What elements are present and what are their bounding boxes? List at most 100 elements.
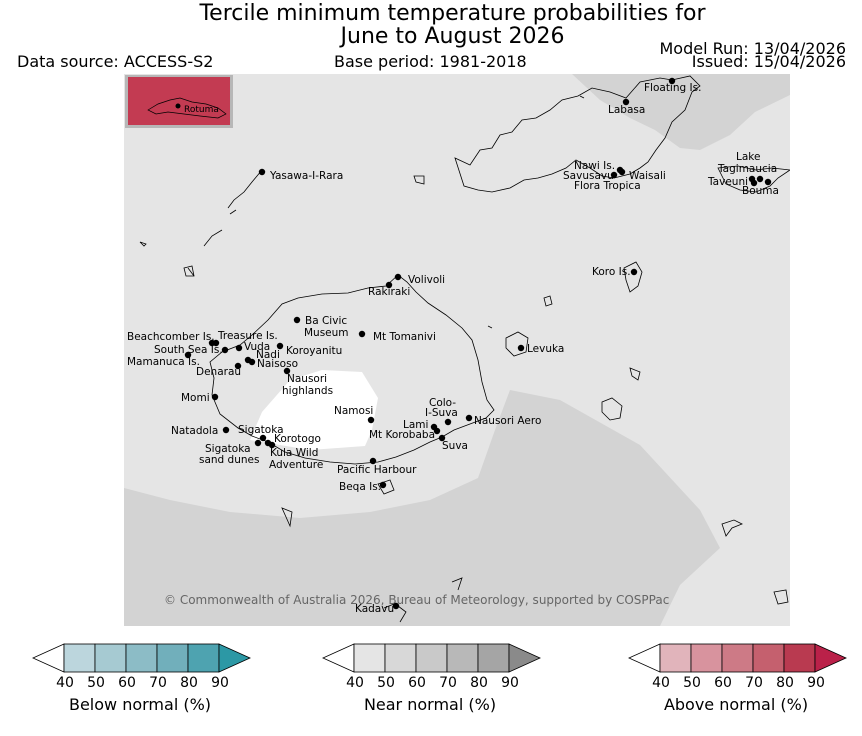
station-marker [259,169,265,175]
near-normal-colorbar: Near normal (%) 40 50 60 70 80 90 [322,643,542,723]
inset-station-label: Rotuma [184,105,219,115]
near-normal-label: Near normal (%) [322,696,538,714]
colorbar-tick-label: 80 [776,675,794,691]
colorbar-tick-label: 50 [87,675,105,691]
place-label: Volivoli [408,274,445,286]
place-label: Bouma [742,185,779,197]
place-label: Momi [181,392,210,404]
near-normal-scale [322,643,542,677]
colorbar-bin [385,644,416,672]
place-label: Kula Wild [270,447,318,459]
colorbar-tick-label: 70 [745,675,763,691]
place-label: Beachcomber Is. [127,331,215,343]
colorbar-bin [64,644,95,672]
place-label: Flora Tropica [574,180,641,192]
copyright-notice: © Commonwealth of Australia 2026, Bureau… [164,593,669,607]
place-label: sand dunes [199,454,259,466]
station-marker [631,269,637,275]
station-marker [265,440,271,446]
colorbar-lower-extension [323,644,354,672]
colorbar-bin [188,644,219,672]
colorbar-bin [157,644,188,672]
colorbar-bin [447,644,478,672]
place-label: Mt Tomanivi [373,331,436,343]
place-label: Suva [442,440,468,452]
station-marker [466,415,472,421]
colorbar-tick-label: 80 [470,675,488,691]
place-label: Nausori [287,373,327,385]
place-label: Beqa Is. [339,481,381,493]
colorbar-lower-extension [629,644,660,672]
colorbar-upper-extension [815,644,846,672]
probability-map: © Commonwealth of Australia 2026, Bureau… [0,0,862,640]
colorbar-bin [354,644,385,672]
place-label: Adventure [269,459,323,471]
inset-station-marker [176,104,181,109]
colorbar-bin [95,644,126,672]
place-label: Namosi [334,405,373,417]
station-marker [619,169,625,175]
colorbar-tick-label: 90 [501,675,519,691]
place-label: Mt Korobaba [369,429,435,441]
place-label: Ba Civic [305,315,347,327]
place-label: Koroyanitu [286,345,342,357]
colorbar-tick-label: 90 [807,675,825,691]
colorbar-tick-label: 80 [180,675,198,691]
place-label: Mamanuca Is. [127,356,200,368]
colorbar-tick-label: 70 [149,675,167,691]
above-normal-scale [628,643,848,677]
place-label: Lake [736,151,760,163]
place-label: Denarau [196,366,241,378]
place-label: Rakiraki [368,286,410,298]
place-label: Koro Is. [592,266,631,278]
place-label: highlands [282,385,333,397]
station-marker [255,440,261,446]
above-normal-label: Above normal (%) [628,696,844,714]
place-label: Tagimaucia [717,163,777,175]
station-marker [518,345,524,351]
station-marker [222,347,228,353]
colorbar-tick-label: 50 [377,675,395,691]
colorbar-upper-extension [509,644,540,672]
colorbar-bin [660,644,691,672]
place-label: Pacific Harbour [337,464,417,476]
colorbar-bin [478,644,509,672]
station-marker [212,394,218,400]
colorbar-tick-label: 40 [346,675,364,691]
station-marker [223,427,229,433]
colorbar-upper-extension [219,644,250,672]
place-label: Yasawa-I-Rara [269,170,343,182]
colorbar-bin [691,644,722,672]
place-label: Naisoso [257,358,298,370]
colorbar-tick-label: 90 [211,675,229,691]
place-label: Korotogo [274,433,321,445]
colorbar-bin [784,644,815,672]
place-label: Floating Is. [644,82,701,94]
rotuma-inset: Rotuma [125,75,233,128]
place-label: Kadavu [355,603,394,615]
colorbar-bin [722,644,753,672]
station-marker [359,331,365,337]
station-marker [368,417,374,423]
above-normal-colorbar: Above normal (%) 40 50 60 70 80 90 [628,643,848,723]
place-label: Levuka [527,343,564,355]
colorbar-tick-label: 40 [56,675,74,691]
place-label: I-Suva [425,407,458,419]
station-marker [294,317,300,323]
colorbar-tick-label: 40 [652,675,670,691]
place-label: Nausori Aero [474,415,541,427]
station-marker [757,176,763,182]
place-label: Labasa [608,104,645,116]
colorbar-tick-label: 60 [714,675,732,691]
colorbar-tick-label: 60 [118,675,136,691]
below-normal-colorbar: Below normal (%) 40 50 60 70 80 90 [32,643,252,723]
place-label: Natadola [171,425,218,437]
colorbar-bin [126,644,157,672]
station-marker [445,419,451,425]
below-normal-scale [32,643,252,677]
station-marker [249,359,255,365]
colorbar-bin [753,644,784,672]
colorbar-lower-extension [33,644,64,672]
colorbar-tick-label: 60 [408,675,426,691]
colorbar-tick-label: 50 [683,675,701,691]
